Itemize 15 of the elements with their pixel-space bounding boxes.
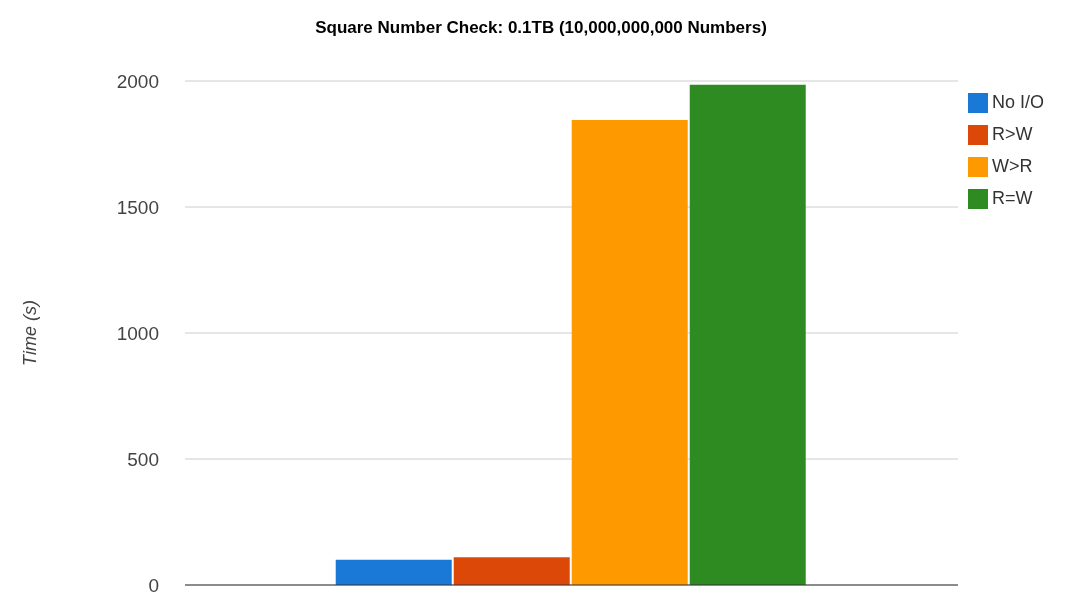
y-tick-label: 1500: [116, 196, 159, 218]
chart-title: Square Number Check: 0.1TB (10,000,000,000 Numbers): [314, 18, 768, 38]
bar: [453, 557, 570, 585]
y-tick-label: 500: [127, 448, 159, 470]
y-tick-label: 0: [148, 574, 159, 593]
y-tick-label: 1000: [116, 322, 159, 344]
y-tick-label: 2000: [116, 70, 159, 92]
bar: [571, 120, 688, 585]
y-axis-title: Time (s): [20, 300, 41, 366]
bar: [335, 559, 452, 585]
bar: [689, 84, 806, 585]
legend-label: R>W: [991, 124, 1033, 144]
legend-label: W>R: [991, 156, 1033, 176]
legend-label: No I/O: [991, 92, 1044, 112]
legend-label: R=W: [991, 188, 1033, 208]
